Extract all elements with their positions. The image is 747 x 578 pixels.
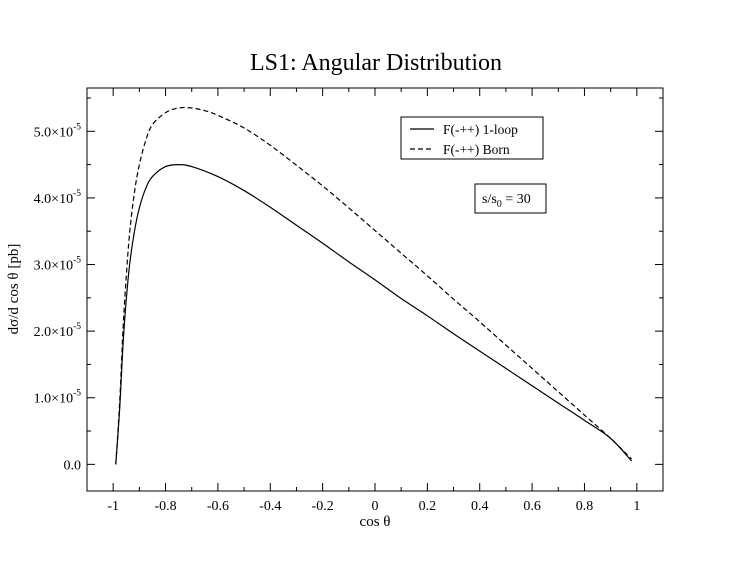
energy-annotation: s/s0 = 30 xyxy=(475,184,546,213)
x-tick-label: 1 xyxy=(633,499,640,514)
y-tick-exponent: -5 xyxy=(73,256,81,266)
annotation-prefix: s/s xyxy=(482,192,497,207)
y-tick-exponent: -5 xyxy=(73,322,81,332)
y-tick-exponent: -5 xyxy=(73,122,81,132)
x-tick-label: 0 xyxy=(372,499,379,514)
x-tick-label: -0.4 xyxy=(259,499,281,514)
annotation-suffix: = 30 xyxy=(502,192,531,207)
y-tick-mantissa: 5.0×10 xyxy=(34,125,73,140)
y-tick-mantissa: 4.0×10 xyxy=(34,192,73,207)
y-tick-exponent: -5 xyxy=(73,389,81,399)
legend-label-born: F(-++) Born xyxy=(443,142,510,157)
y-tick-label: 0.0 xyxy=(64,458,82,473)
x-tick-label: 0.6 xyxy=(523,499,541,514)
y-axis-label: dσ/d cos θ [pb] xyxy=(6,244,22,335)
y-tick-mantissa: 1.0×10 xyxy=(34,392,73,407)
angular-distribution-chart: LS1: Angular Distribution -1 -0.8 -0.6 -0.4… xyxy=(0,0,747,578)
legend-label-1loop: F(-++) 1-loop xyxy=(443,122,518,137)
y-tick-exponent: -5 xyxy=(73,189,81,199)
x-tick-label: -1 xyxy=(107,499,119,514)
chart-title: LS1: Angular Distribution xyxy=(250,50,502,76)
x-tick-label: 0.4 xyxy=(471,499,489,514)
x-tick-label: 0.8 xyxy=(576,499,594,514)
x-tick-label: 0.2 xyxy=(419,499,437,514)
y-tick-mantissa: 0.0 xyxy=(64,458,82,473)
x-tick-label: -0.2 xyxy=(312,499,334,514)
legend: F(-++) 1-loop F(-++) Born xyxy=(401,117,543,159)
x-tick-label: -0.8 xyxy=(154,499,176,514)
x-axis-label: cos θ xyxy=(360,514,391,530)
y-tick-mantissa: 2.0×10 xyxy=(34,325,73,340)
x-tick-label: -0.6 xyxy=(207,499,229,514)
y-tick-mantissa: 3.0×10 xyxy=(34,259,73,274)
